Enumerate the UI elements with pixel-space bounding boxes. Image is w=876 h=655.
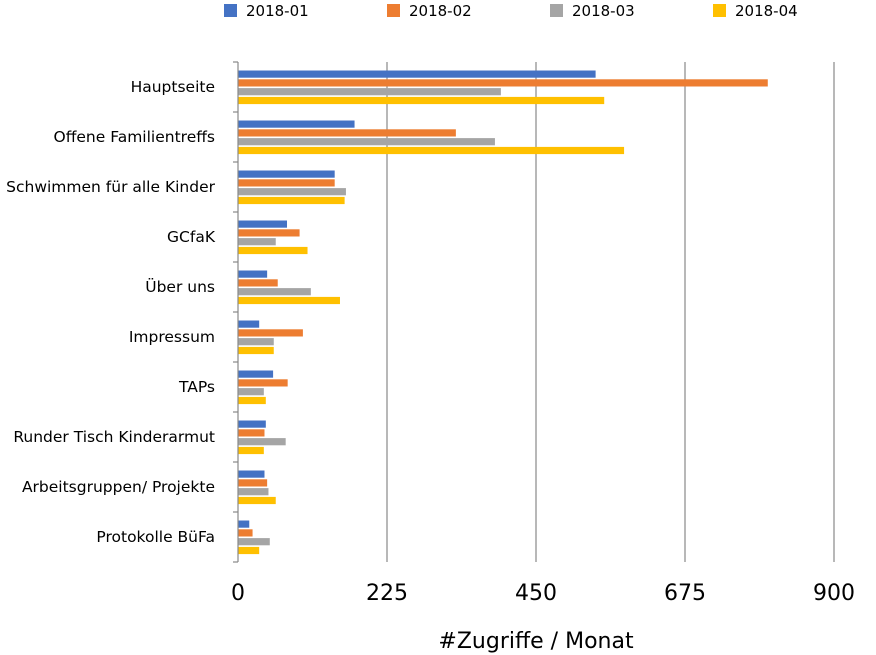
bar — [238, 270, 268, 278]
category-label: Impressum — [129, 328, 215, 346]
x-tick-label: 450 — [515, 581, 557, 606]
bar — [238, 346, 274, 355]
legend-label: 2018-01 — [246, 2, 309, 20]
category-label: Runder Tisch Kinderarmut — [13, 428, 215, 446]
category-label: Offene Familientreffs — [54, 128, 215, 146]
bar — [238, 438, 286, 446]
bar — [238, 196, 345, 205]
bar — [238, 188, 346, 196]
bar — [238, 220, 288, 228]
category-label: Protokolle BüFa — [96, 528, 215, 546]
bar — [238, 470, 265, 478]
bar — [238, 146, 625, 155]
bar — [238, 229, 300, 237]
category-label: Über uns — [145, 277, 215, 296]
bar — [238, 129, 456, 137]
bar — [238, 170, 335, 178]
x-axis-title: #Zugriffe / Monat — [438, 629, 634, 654]
x-tick-label: 675 — [664, 581, 706, 606]
bar — [238, 546, 260, 555]
bar — [238, 396, 266, 405]
bar — [238, 379, 288, 387]
bar — [238, 279, 278, 287]
category-label: TAPs — [178, 378, 215, 396]
category-label: Hauptseite — [131, 78, 215, 96]
bar — [238, 288, 311, 296]
bar — [238, 370, 274, 378]
bar — [238, 320, 260, 328]
bar — [238, 296, 340, 305]
bar — [238, 79, 768, 87]
axes — [233, 61, 239, 563]
bar — [238, 338, 274, 346]
bar — [238, 88, 501, 96]
legend-label: 2018-04 — [735, 2, 798, 20]
legend-label: 2018-03 — [572, 2, 635, 20]
bar — [238, 538, 270, 546]
legend-swatch — [713, 4, 726, 17]
bar — [238, 179, 335, 187]
bar — [238, 520, 250, 528]
bar — [238, 246, 308, 255]
bar — [238, 96, 605, 105]
bar — [238, 420, 266, 428]
bar — [238, 238, 276, 246]
bar — [238, 329, 303, 337]
bar — [238, 446, 264, 455]
bar — [238, 488, 269, 496]
legend-swatch — [224, 4, 237, 17]
bar — [238, 529, 253, 537]
bar — [238, 70, 596, 78]
legend-label: 2018-02 — [409, 2, 472, 20]
bars — [238, 70, 768, 555]
bar — [238, 429, 265, 437]
category-label: GCfaK — [167, 228, 216, 246]
bar — [238, 496, 276, 505]
x-tick-label: 900 — [813, 581, 855, 606]
bar — [238, 388, 264, 396]
bar — [238, 120, 355, 128]
grid-lines — [386, 62, 835, 562]
x-tick-labels: 0 225 450 675 900 — [231, 581, 855, 606]
category-labels: Hauptseite Offene Familientreffs Schwimmen… — [6, 78, 216, 546]
category-label: Arbeitsgruppen/ Projekte — [22, 478, 215, 496]
legend: 2018-01 2018-02 2018-03 2018-04 — [224, 2, 798, 20]
category-label: Schwimmen für alle Kinder — [6, 178, 215, 196]
legend-swatch — [550, 4, 563, 17]
x-tick-label: 0 — [231, 581, 245, 606]
bar — [238, 138, 495, 146]
legend-swatch — [387, 4, 400, 17]
x-tick-label: 225 — [366, 581, 408, 606]
bar — [238, 479, 268, 487]
